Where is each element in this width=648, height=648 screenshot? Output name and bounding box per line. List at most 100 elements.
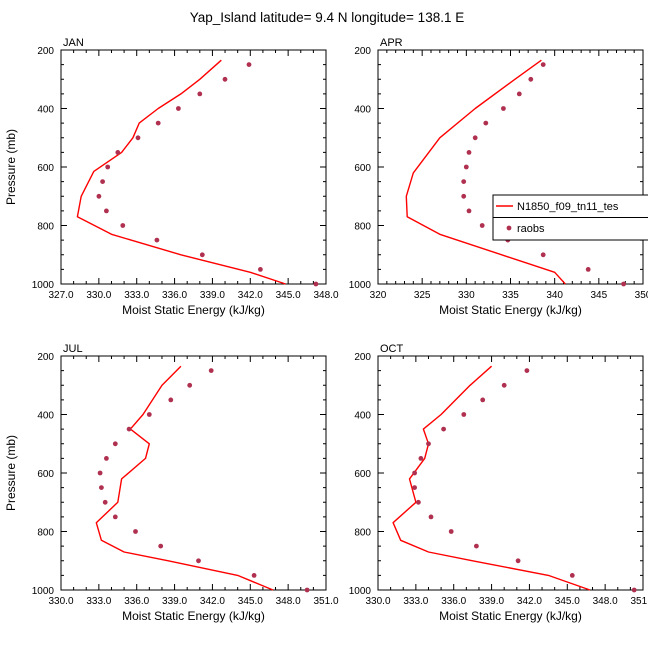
x-tick-label: 330.0	[48, 596, 73, 607]
raobs-point	[208, 368, 214, 373]
raobs-point	[524, 368, 530, 373]
x-tick-label: 336.0	[441, 596, 466, 607]
legend-obs-label: raobs	[517, 223, 545, 235]
raobs-point	[569, 573, 575, 578]
figure-title: Yap_Island latitude= 9.4 N longitude= 13…	[190, 10, 464, 25]
raobs-point	[528, 76, 534, 82]
x-tick-label: 339.0	[200, 290, 225, 301]
x-tick-label: 333.0	[124, 290, 149, 301]
y-tick-label: 800	[354, 222, 371, 233]
y-tick-label: 600	[37, 163, 54, 174]
raobs-point	[196, 558, 201, 564]
panels: 327.0 330.0 333.0 336.0 339.0 342.0 345.0 348.0…	[4, 37, 648, 623]
raobs-point	[412, 470, 417, 476]
raobs-point	[135, 135, 141, 141]
y-tick-label: 1000	[349, 280, 372, 291]
raobs-point	[102, 499, 108, 505]
y-tick-label: 200	[354, 352, 371, 363]
raobs-point	[251, 573, 257, 578]
raobs-point	[418, 456, 424, 461]
raobs-point	[461, 179, 467, 185]
raobs-point	[483, 120, 489, 126]
raobs-point	[540, 252, 546, 258]
raobs-point	[466, 150, 472, 155]
raobs-point	[104, 208, 109, 214]
raobs-point	[448, 529, 454, 534]
model-line-series	[76, 59, 286, 285]
raobs-point	[96, 193, 102, 199]
y-tick-label: 600	[354, 469, 371, 480]
y-tick-label: 1000	[349, 586, 372, 597]
panel-title: OCT	[380, 343, 404, 355]
y-tick-label: 400	[37, 105, 54, 116]
x-tick-label: 330.0	[365, 596, 390, 607]
raobs-point	[168, 397, 174, 403]
y-tick-label: 800	[354, 528, 371, 539]
raobs-point	[426, 441, 431, 447]
x-tick-label: 340	[546, 290, 563, 301]
raobs-point	[146, 412, 152, 417]
raobs-point	[501, 382, 507, 388]
raobs-point	[158, 543, 164, 549]
x-tick-label: 348.0	[593, 596, 618, 607]
y-tick-label: 200	[354, 46, 371, 57]
raobs-point	[100, 179, 105, 185]
x-tick-label: 320	[370, 290, 387, 301]
raobs-point	[516, 91, 522, 97]
legend-obs-swatch	[506, 225, 512, 231]
raobs-point	[463, 164, 469, 170]
x-tick-label: 345.0	[555, 596, 580, 607]
panel-oct: 330.0 333.0 336.0 339.0 342.0 345.0 348.0 351.0…	[349, 343, 648, 623]
raobs-point	[176, 106, 181, 111]
raobs-point	[105, 164, 111, 170]
y-tick-label: 400	[37, 411, 54, 422]
x-tick-label: 330.0	[86, 290, 111, 301]
x-tick-label: 336.0	[162, 290, 187, 301]
x-tick-label: 333.0	[86, 596, 111, 607]
raobs-point	[428, 514, 434, 520]
raobs-point	[133, 529, 138, 534]
raobs-point	[585, 267, 591, 272]
x-tick-label: 342.0	[238, 290, 263, 301]
raobs-point	[631, 587, 637, 593]
panel-jan: 327.0 330.0 333.0 336.0 339.0 342.0 345.0 348.0…	[4, 37, 339, 317]
model-line-series	[392, 365, 591, 591]
raobs-point	[155, 120, 161, 126]
raobs-point	[97, 470, 103, 476]
panel-title: JAN	[63, 37, 84, 49]
y-axis-label: Pressure (mb)	[4, 435, 18, 511]
x-tick-label: 333.0	[403, 596, 428, 607]
x-tick-label: 345.0	[276, 290, 301, 301]
raobs-point	[621, 281, 626, 287]
raobs-point	[187, 382, 193, 388]
raobs-point	[540, 62, 546, 67]
x-axis-label: Moist Static Energy (kJ/kg)	[122, 609, 265, 623]
y-tick-label: 800	[37, 222, 54, 233]
y-tick-label: 200	[37, 352, 54, 363]
y-tick-label: 1000	[32, 280, 55, 291]
raobs-point	[461, 412, 467, 417]
model-line-series	[405, 59, 566, 285]
y-axis-label: Pressure (mb)	[4, 129, 18, 205]
panel-title: JUL	[63, 343, 83, 355]
y-tick-label: 800	[37, 528, 54, 539]
y-tick-label: 1000	[32, 586, 55, 597]
raobs-point	[515, 558, 521, 564]
raobs-point	[99, 485, 104, 490]
panel-title: APR	[380, 37, 403, 49]
raobs-point	[304, 587, 310, 593]
x-tick-label: 336.0	[124, 596, 149, 607]
x-tick-label: 348.0	[313, 290, 338, 301]
x-tick-label: 325	[414, 290, 431, 301]
raobs-point	[466, 208, 472, 214]
raobs-point	[120, 223, 126, 228]
x-tick-label: 351.0	[630, 596, 648, 607]
raobs-point	[197, 91, 203, 97]
raobs-point	[199, 252, 205, 258]
x-tick-label: 339.0	[162, 596, 187, 607]
x-tick-label: 350	[635, 290, 648, 301]
panel-jul: 330.0 333.0 336.0 339.0 342.0 345.0 348.0 351.0…	[4, 343, 339, 623]
model-line-series	[95, 365, 274, 591]
raobs-point	[472, 135, 478, 141]
